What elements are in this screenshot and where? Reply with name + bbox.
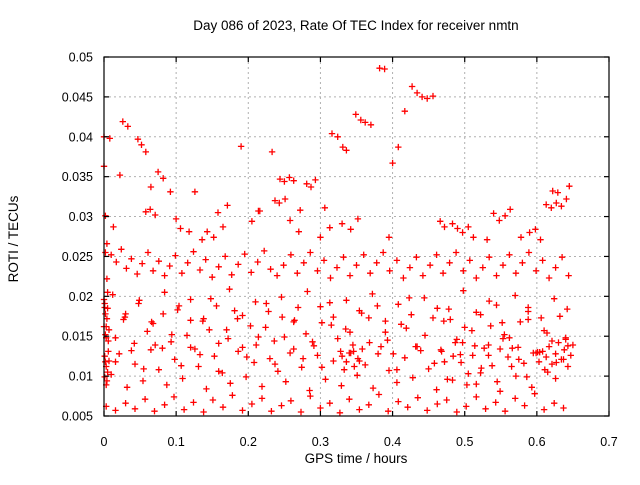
x-tick-label: 0.4 bbox=[384, 435, 401, 449]
x-tick-label: 0.7 bbox=[600, 435, 617, 449]
plot-border bbox=[103, 56, 610, 417]
x-axis-label: GPS time / hours bbox=[305, 451, 408, 466]
x-tick-label: 0.2 bbox=[240, 435, 257, 449]
y-axis-label: ROTI / TECUs bbox=[6, 195, 21, 282]
x-tick-label: 0.6 bbox=[528, 435, 545, 449]
y-tick-label: 0.04 bbox=[69, 130, 93, 144]
x-tick-label: 0.1 bbox=[167, 435, 184, 449]
y-tick-label: 0.045 bbox=[62, 90, 93, 104]
y-tick-label: 0.03 bbox=[69, 210, 93, 224]
x-tick-labels: 0 0.1 0.2 0.3 0.4 0.5 0.6 0.7 bbox=[101, 435, 618, 449]
y-tick-label: 0.05 bbox=[69, 51, 93, 65]
y-tick-label: 0.035 bbox=[62, 170, 93, 184]
y-tick-label: 0.025 bbox=[62, 250, 93, 264]
y-tick-label: 0.02 bbox=[69, 290, 93, 304]
x-tick-label: 0.5 bbox=[456, 435, 473, 449]
y-tick-label: 0.005 bbox=[62, 410, 93, 424]
plot-area: 0 0.1 0.2 0.3 0.4 0.5 0.6 0.7 0.005 0.01 0.015 0.02… bbox=[62, 51, 618, 450]
axis-ticks bbox=[103, 56, 610, 417]
y-tick-labels: 0.005 0.01 0.015 0.02 0.025 0.03 0.035 0.04 0.04… bbox=[62, 51, 93, 424]
chart-title: Day 086 of 2023, Rate Of TEC Index for r… bbox=[193, 18, 518, 33]
y-tick-label: 0.015 bbox=[62, 330, 93, 344]
x-tick-label: 0 bbox=[101, 435, 108, 449]
x-tick-label: 0.3 bbox=[312, 435, 329, 449]
y-tick-label: 0.01 bbox=[69, 370, 93, 384]
